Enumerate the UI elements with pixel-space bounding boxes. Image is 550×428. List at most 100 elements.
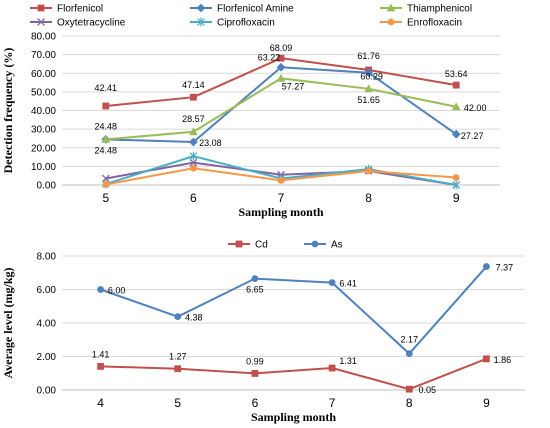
data-point bbox=[276, 73, 286, 82]
data-label: 60.29 bbox=[360, 72, 383, 82]
y-axis: 0.00 10.00 20.00 30.00 40.00 50.00 60.00 70.00 8… bbox=[31, 32, 500, 192]
legend-label: As bbox=[331, 240, 343, 251]
y-tick-label: 30.00 bbox=[31, 125, 56, 136]
data-point bbox=[190, 93, 197, 101]
x-tick-label: 5 bbox=[174, 396, 181, 410]
data-point bbox=[277, 176, 285, 184]
legend-item: Enrofloxacin bbox=[380, 18, 462, 29]
data-point bbox=[251, 370, 259, 377]
data-point bbox=[452, 180, 461, 190]
data-point bbox=[102, 181, 110, 188]
legend-item: As bbox=[304, 240, 343, 251]
y-tick-label: 8.00 bbox=[37, 252, 57, 263]
legend-marker bbox=[196, 3, 206, 13]
data-label: 42.00 bbox=[464, 103, 487, 113]
data-point bbox=[97, 362, 104, 370]
data-point bbox=[452, 81, 460, 89]
legend-marker bbox=[311, 240, 319, 248]
data-label: 63.22 bbox=[258, 52, 281, 62]
data-label: 1.41 bbox=[92, 349, 110, 359]
data-point bbox=[97, 286, 104, 293]
x-axis-title: Sampling month bbox=[251, 410, 336, 424]
data-label: 24.48 bbox=[95, 145, 118, 155]
data-point bbox=[277, 54, 285, 62]
series-ciprofloxacin bbox=[101, 151, 461, 190]
legend-item: Florfenicol bbox=[30, 4, 103, 15]
data-point bbox=[174, 365, 182, 373]
x-tick-label: 8 bbox=[365, 191, 372, 205]
legend-item: Florfenicol Amine bbox=[190, 4, 294, 15]
data-label: 47.14 bbox=[182, 80, 205, 90]
y-tick-label: 20.00 bbox=[31, 143, 56, 154]
y-tick-label: 40.00 bbox=[31, 106, 56, 117]
x-tick-label: 7 bbox=[278, 191, 285, 205]
data-point bbox=[174, 313, 182, 321]
x-tick-label: 7 bbox=[329, 396, 336, 410]
legend-marker bbox=[37, 4, 45, 12]
y-tick-label: 80.00 bbox=[31, 32, 56, 43]
y-tick-label: 4.00 bbox=[37, 319, 57, 330]
data-label: 24.48 bbox=[95, 121, 118, 131]
data-label: 6.00 bbox=[108, 286, 126, 296]
data-point bbox=[483, 355, 490, 363]
legend-marker bbox=[235, 240, 243, 248]
legend-item: Cd bbox=[228, 240, 268, 251]
y-tick-label: 0.00 bbox=[37, 386, 57, 397]
data-label: 27.27 bbox=[461, 131, 484, 141]
data-point bbox=[451, 129, 461, 139]
data-label: 53.64 bbox=[445, 69, 468, 79]
data-point bbox=[190, 164, 197, 172]
series-enrofloxacin bbox=[102, 164, 460, 188]
data-point bbox=[276, 62, 286, 72]
data-point bbox=[364, 68, 373, 78]
data-point bbox=[483, 263, 490, 270]
legend-label: Cd bbox=[255, 240, 268, 251]
data-label: 57.27 bbox=[282, 81, 305, 91]
data-point bbox=[405, 350, 413, 358]
data-point bbox=[102, 102, 110, 110]
data-point bbox=[189, 127, 198, 136]
y-axis-title: Detection frequency (%) bbox=[1, 48, 15, 174]
legend: Cd As bbox=[228, 240, 343, 251]
data-label: 1.27 bbox=[169, 352, 187, 362]
legend-marker bbox=[37, 18, 45, 26]
data-point bbox=[328, 364, 336, 372]
legend-marker bbox=[197, 17, 205, 27]
x-tick-label: 9 bbox=[453, 191, 460, 205]
data-label: 7.37 bbox=[496, 263, 514, 273]
data-point bbox=[189, 158, 198, 167]
data-label: 0.99 bbox=[246, 356, 264, 366]
y-axis: 0.00 2.00 4.00 6.00 8.00 bbox=[37, 252, 525, 397]
legend-marker bbox=[386, 3, 396, 12]
data-point bbox=[451, 102, 461, 111]
legend-label: Florfenicol bbox=[57, 4, 103, 15]
x-tick-label: 4 bbox=[97, 396, 104, 410]
series-as: 6.00 4.38 6.65 6.41 2.17 7.37 bbox=[97, 263, 513, 358]
data-point bbox=[364, 84, 373, 93]
data-point bbox=[189, 137, 198, 147]
data-label: 4.38 bbox=[185, 313, 203, 323]
y-tick-label: 60.00 bbox=[31, 69, 56, 80]
data-label: 6.65 bbox=[246, 285, 264, 295]
series-line bbox=[100, 265, 488, 356]
data-label: 68.09 bbox=[270, 43, 293, 53]
x-axis: 5 6 7 8 9 bbox=[102, 191, 459, 205]
data-label: 0.05 bbox=[418, 385, 436, 395]
chart-2: 0.00 2.00 4.00 6.00 8.00 4 5 6 7 8 9 Sampling month… bbox=[1, 240, 525, 424]
legend-label: Oxytetracycline bbox=[57, 18, 126, 29]
series-florfenicol-amine: 24.48 23.08 63.22 60.29 27.27 bbox=[95, 52, 484, 155]
data-label: 23.08 bbox=[199, 138, 222, 148]
data-point bbox=[101, 135, 111, 143]
x-tick-label: 6 bbox=[190, 191, 197, 205]
x-axis: 4 5 6 7 8 9 bbox=[97, 396, 490, 410]
data-label: 1.31 bbox=[339, 356, 357, 366]
data-label: 42.41 bbox=[95, 83, 118, 93]
data-point bbox=[365, 167, 372, 175]
legend-marker bbox=[387, 18, 395, 26]
data-point bbox=[101, 174, 110, 183]
series-cd: 1.41 1.27 0.99 1.31 0.05 1.86 bbox=[92, 349, 511, 395]
data-label: 1.86 bbox=[494, 355, 512, 365]
x-tick-label: 5 bbox=[102, 191, 109, 205]
legend-label: Enrofloxacin bbox=[407, 18, 462, 29]
